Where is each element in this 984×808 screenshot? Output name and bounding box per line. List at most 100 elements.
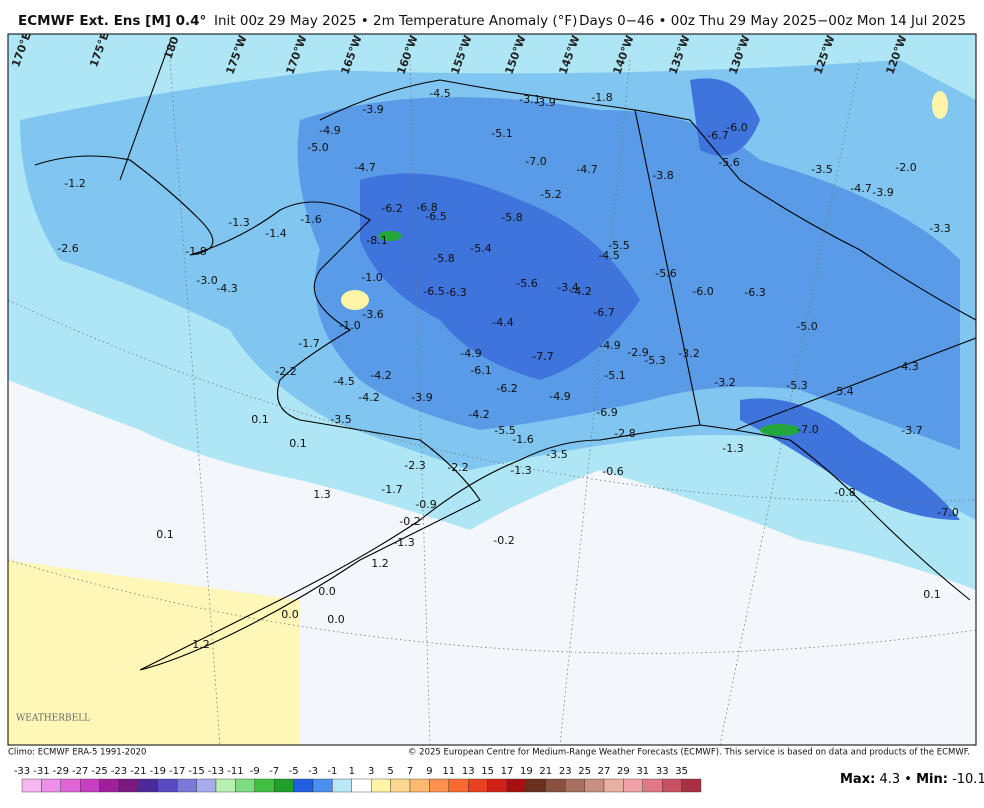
contour-label: -3.3 — [929, 222, 950, 235]
colorbar-tick-label: -27 — [72, 766, 88, 777]
contour-label: -6.5 — [423, 285, 444, 298]
stats: Max: 4.3 • Min: -10.1 — [840, 772, 984, 787]
contour-label: -6.7 — [707, 129, 728, 142]
colorbar-swatch — [662, 778, 682, 793]
colorbar-tick-label: -7 — [269, 766, 279, 777]
contour-label: -0.8 — [834, 486, 855, 499]
contour-label: -3.5 — [811, 163, 832, 176]
map: 170°E 175°E 180 175°W 170°W 165°W 160°W 155°W 15… — [7, 33, 977, 746]
warm-area — [8, 560, 300, 745]
contour-label: -6.2 — [381, 202, 402, 215]
colorbar-tick-label: -3 — [308, 766, 318, 777]
colorbar-tick-label: 3 — [368, 766, 374, 777]
colorbar-tick-label: -19 — [150, 766, 166, 777]
colorbar-swatch — [409, 778, 430, 793]
contour-label: -4.2 — [358, 391, 379, 404]
contour-label: -2.6 — [57, 242, 78, 255]
colorbar-swatch — [99, 778, 120, 793]
contour-label: -4.9 — [599, 339, 620, 352]
logo: WEATHERBELL — [16, 714, 90, 724]
separator: • — [904, 772, 912, 787]
colorbar-tick-label: -23 — [111, 766, 127, 777]
contour-label: -4.7 — [354, 161, 375, 174]
colorbar-swatch — [468, 778, 488, 793]
colorbar-swatch — [429, 778, 449, 793]
contour-label: -3.1 — [519, 93, 540, 106]
colorbar-tick-label: -11 — [227, 766, 243, 777]
contour-label: -5.0 — [796, 320, 817, 333]
climo-note: Climo: ECMWF ERA-5 1991-2020 — [8, 748, 146, 758]
colorbar-tick-label: 17 — [501, 766, 514, 777]
contour-label: -2.9 — [627, 346, 648, 359]
contour-label: -0.2 — [399, 515, 420, 528]
contour-label: 1.2 — [192, 638, 210, 651]
contour-label: 0.1 — [289, 437, 307, 450]
colorbar-swatch — [293, 778, 314, 793]
colorbar-tick-label: 15 — [481, 766, 494, 777]
contour-label: -3.2 — [714, 376, 735, 389]
contour-label: -6.9 — [596, 406, 617, 419]
colorbar-swatch — [332, 778, 352, 793]
valid-time: Days 0−46 • 00z Thu 29 May 2025−00z Mon … — [579, 13, 966, 29]
contour-label: -1.6 — [512, 433, 533, 446]
contour-label: -0.2 — [493, 534, 514, 547]
contour-label: -1.8 — [591, 91, 612, 104]
copyright: © 2025 European Centre for Medium-Range … — [408, 748, 970, 758]
contour-label: -1.3 — [722, 442, 743, 455]
contour-label: -5.8 — [501, 211, 522, 224]
colorbar-tick-label: -25 — [91, 766, 107, 777]
contour-label: -3.5 — [546, 448, 567, 461]
contour-label: -1.2 — [64, 177, 85, 190]
anomaly-deep — [360, 173, 640, 380]
colorbar-swatch — [584, 778, 605, 793]
contour-label: -5.6 — [516, 277, 537, 290]
contour-label: -3.9 — [534, 96, 555, 109]
contour-label: 0.0 — [318, 585, 336, 598]
colorbar-tick-label: -21 — [130, 766, 146, 777]
colorbar-tick-label: -29 — [53, 766, 69, 777]
colorbar: -33 -31 -29 -27 -25 -23 -21 -19 -17 -15 -13 -11 -9 -7… — [14, 766, 702, 793]
colorbar-swatch — [681, 778, 702, 793]
contour-label: -2.8 — [614, 427, 635, 440]
contour-label: -3.9 — [872, 186, 893, 199]
cold-spot — [760, 424, 800, 436]
colorbar-swatch — [312, 778, 333, 793]
contour-label: -5.6 — [718, 156, 739, 169]
contour-label: -6.7 — [593, 306, 614, 319]
colorbar-swatch — [21, 778, 42, 793]
colorbar-swatch — [565, 778, 585, 793]
contour-label: -5.8 — [433, 252, 454, 265]
colorbar-swatch — [176, 778, 197, 793]
contour-label: 1.2 — [371, 557, 389, 570]
contour-label: -4.9 — [549, 390, 570, 403]
colorbar-tick-label: 7 — [407, 766, 413, 777]
contour-label: -6.3 — [744, 286, 765, 299]
contour-label: -5.1 — [604, 369, 625, 382]
colorbar-swatch — [41, 778, 62, 793]
contour-label: 0.0 — [327, 613, 345, 626]
min-value: -10.1 — [952, 772, 984, 787]
contour-label: -5.5 — [494, 424, 515, 437]
contour-label: -3.2 — [678, 347, 699, 360]
contour-label: 0.1 — [923, 588, 941, 601]
contour-label: -1.7 — [381, 483, 402, 496]
contour-label: -0.9 — [415, 498, 436, 511]
colorbar-swatch — [60, 778, 81, 793]
colorbar-tick-label: 11 — [442, 766, 455, 777]
contour-label: -1.0 — [339, 319, 360, 332]
contour-label: -6.3 — [445, 286, 466, 299]
contour-label: -4.5 — [429, 87, 450, 100]
colorbar-swatch — [526, 778, 547, 793]
contour-label: -4.2 — [370, 369, 391, 382]
colorbar-tick-label: 35 — [675, 766, 688, 777]
colorbar-swatch — [487, 778, 508, 793]
colorbar-swatch — [545, 778, 566, 793]
colorbar-tick-label: -9 — [250, 766, 260, 777]
colorbar-tick-label: -5 — [289, 766, 299, 777]
contour-label: -1.6 — [300, 213, 321, 226]
colorbar-tick-label: -1 — [327, 766, 337, 777]
contour-label: -6.8 — [416, 201, 437, 214]
contour-label: -5.2 — [540, 188, 561, 201]
min-label: Min: — [916, 772, 948, 787]
